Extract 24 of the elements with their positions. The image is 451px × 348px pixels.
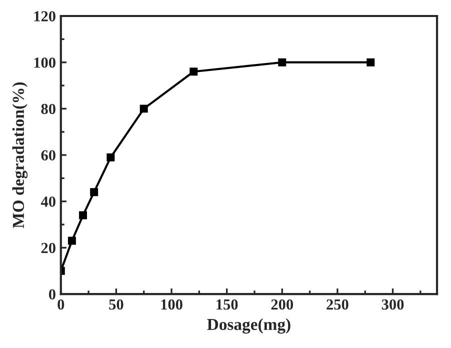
y-tick-label: 60	[41, 150, 56, 160]
y-tick-label: 20	[41, 242, 56, 254]
x-tick-label: 150	[216, 299, 238, 310]
y-tick-label: 80	[41, 104, 56, 114]
y-tick-label: 100	[34, 57, 56, 68]
point	[278, 58, 286, 66]
point	[190, 68, 198, 76]
point	[68, 236, 76, 245]
x-axis-title: Dosage(mg)	[207, 318, 290, 334]
point	[140, 104, 148, 113]
y-tick-label: 40	[40, 196, 56, 207]
point	[90, 188, 98, 196]
y-tick-label: 0	[48, 289, 56, 300]
point	[366, 58, 375, 66]
x-tick-label: 250	[326, 299, 348, 310]
x-tick-label: 200	[271, 299, 294, 310]
y-tick-label: 120	[34, 11, 56, 22]
y-axis-title: MO degradation(%)	[12, 82, 28, 228]
x-tick-label: 300	[382, 299, 404, 310]
x-tick-label: 0	[58, 299, 64, 310]
point	[106, 153, 115, 162]
x-tick-label: 50	[109, 299, 124, 310]
x-tick-label: 100	[161, 299, 182, 310]
point	[79, 211, 88, 220]
